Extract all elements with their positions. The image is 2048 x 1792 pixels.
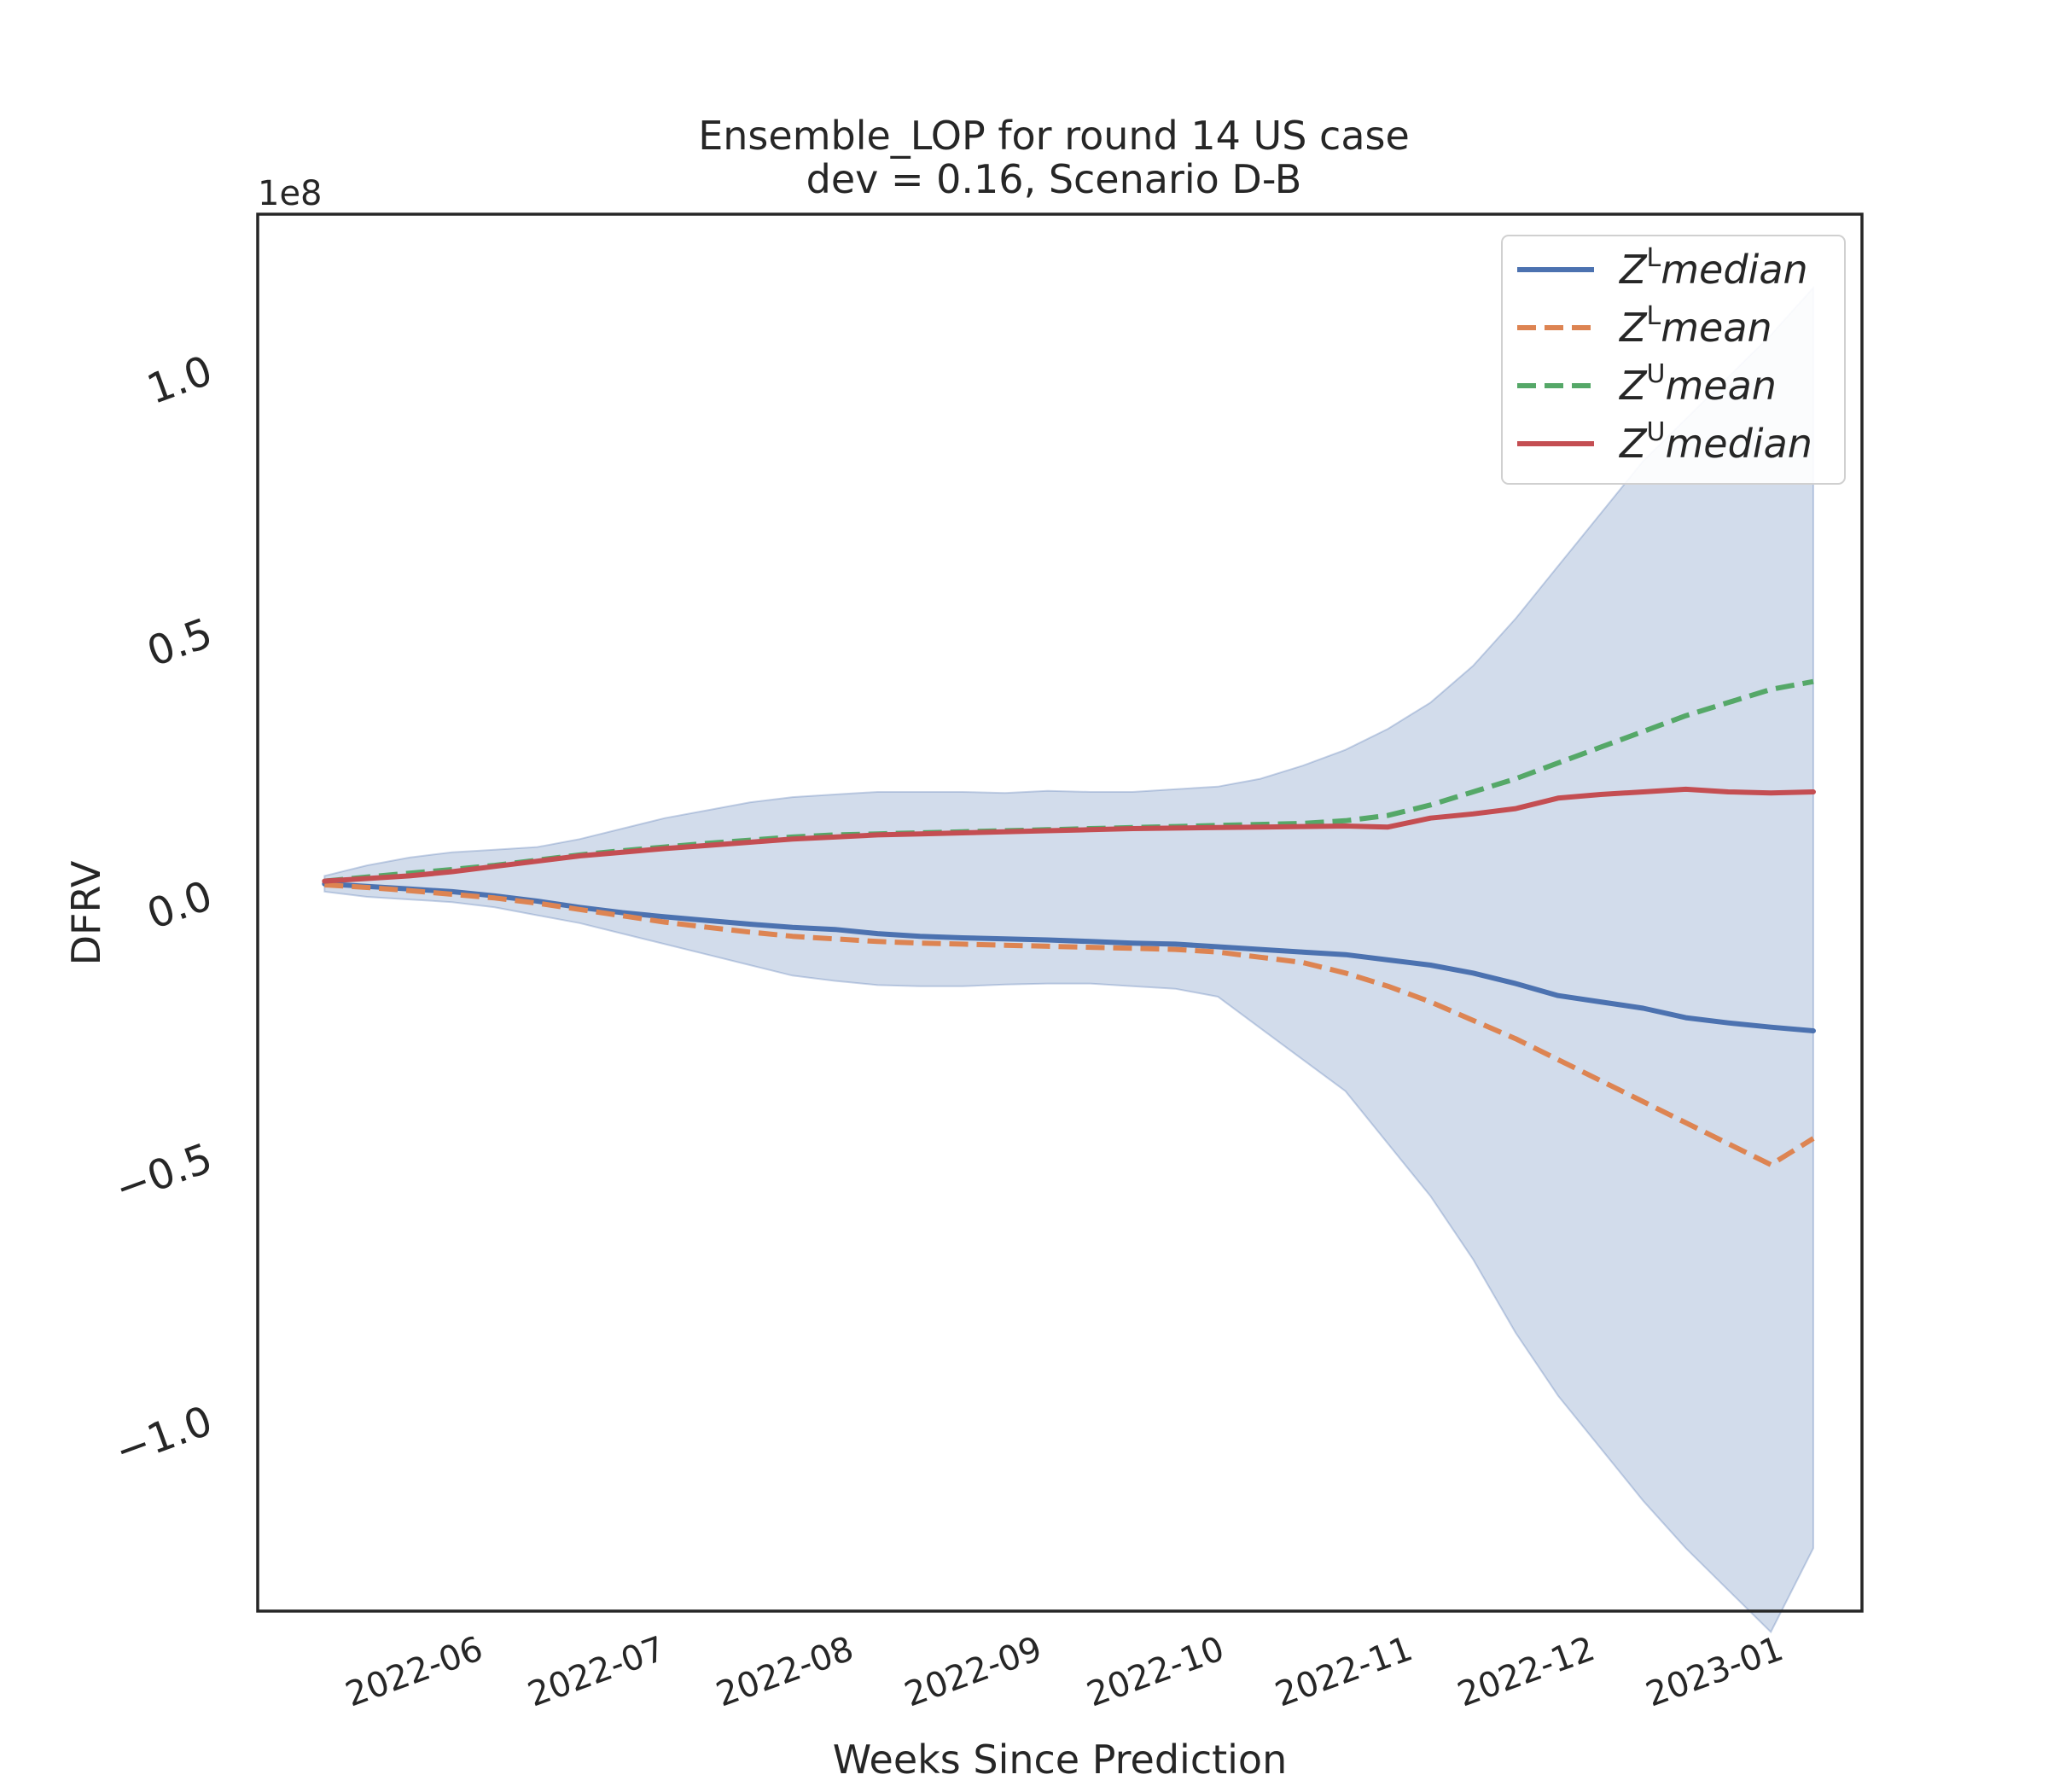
chart-title: Ensemble_LOP for round 14 US case [698,113,1410,159]
legend-item-4[interactable]: ZUmedian [1517,417,1812,467]
legend-box [1501,235,1846,485]
legend-item-3[interactable]: ZUmean [1517,359,1777,409]
series-layer [322,678,1816,1167]
legend[interactable]: ZLmedian ZLmean ZUmean ZUmedian [1501,235,1846,485]
x-axis-label: Weeks Since Prediction [833,1737,1287,1783]
plot-frame [256,212,1864,1613]
legend-label: ZUmedian [1618,417,1812,467]
legend-item-1[interactable]: ZLmedian [1517,243,1808,293]
y-axis-label: DFRV [63,860,109,965]
legend-label: ZLmean [1618,301,1772,351]
series-line-4 [322,786,1816,884]
uncertainty-band [323,285,1814,1634]
y-offset-label: 1e8 [258,174,323,213]
chart-subtitle: dev = 0.16, Scenario D-B [806,156,1302,202]
series-line-2 [324,881,1815,1167]
legend-label: ZUmean [1618,359,1777,409]
legend-label: ZLmedian [1618,243,1808,293]
legend-item-2[interactable]: ZLmean [1517,301,1772,351]
plot-area [322,285,1816,1634]
